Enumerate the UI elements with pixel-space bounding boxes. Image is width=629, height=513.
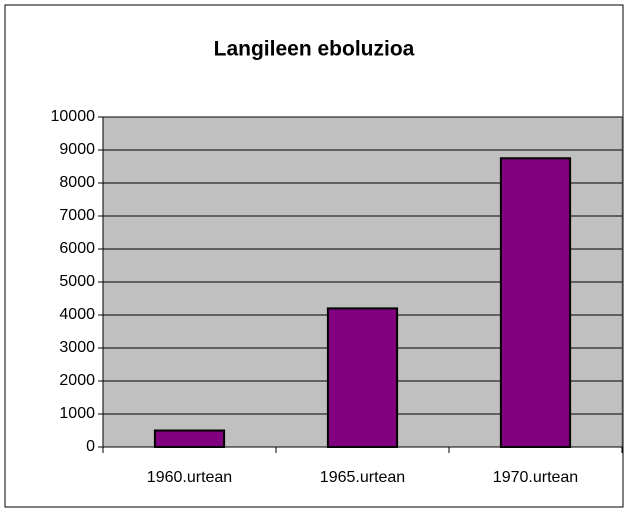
- y-tick-label: 6000: [59, 240, 95, 257]
- y-tick-label: 9000: [59, 141, 95, 158]
- y-tick-label: 5000: [59, 273, 95, 290]
- y-tick-label: 0: [86, 438, 95, 455]
- y-tick-label: 2000: [59, 372, 95, 389]
- chart-title: Langileen eboluzioa: [214, 38, 415, 61]
- y-tick-label: 3000: [59, 339, 95, 356]
- bar: [499, 157, 572, 448]
- y-tick-label: 4000: [59, 306, 95, 323]
- x-tick-label: 1970.urtean: [493, 469, 578, 486]
- y-tick-label: 8000: [59, 174, 95, 191]
- y-tick-label: 10000: [51, 108, 96, 125]
- x-tick-label: 1965.urtean: [320, 469, 405, 486]
- bar: [326, 307, 399, 448]
- bar: [153, 429, 226, 448]
- y-tick-label: 1000: [59, 405, 95, 422]
- x-tick-label: 1960.urtean: [147, 469, 232, 486]
- y-tick-label: 7000: [59, 207, 95, 224]
